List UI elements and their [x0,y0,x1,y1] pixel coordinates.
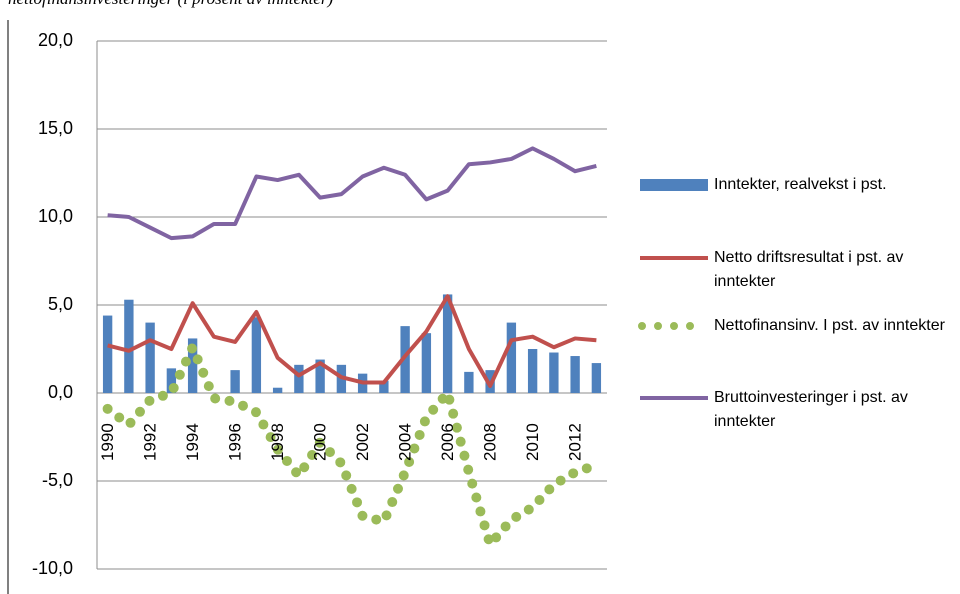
y-tick-label: 10,0 [38,206,73,226]
bar [570,356,580,393]
bar [506,322,517,393]
legend-label: Nettofinansinv. I pst. av inntekter [714,317,945,334]
bar [145,322,155,393]
bar [102,315,113,393]
y-tick-label: -10,0 [32,558,73,578]
bar [294,364,304,393]
bar [251,317,262,393]
bar [315,359,325,393]
line [107,294,597,388]
line [107,146,597,241]
bar [166,368,177,393]
bar [421,333,432,393]
chart-title: nettofinansinvesteringer (i prosent av i… [8,0,333,8]
x-tick-label: 2012 [566,423,585,461]
legend-key [640,179,708,191]
bar [527,349,538,393]
x-tick-label: 1994 [183,423,202,461]
bar [272,387,283,393]
x-tick-label: 1992 [141,423,160,461]
x-tick-label: 1998 [268,423,287,461]
bar [591,363,602,393]
legend-label: Inntekter, realvekst i pst. [714,176,887,193]
bar [379,380,389,393]
x-tick-label: 2002 [353,423,372,461]
x-tick-label: 1996 [226,423,245,461]
bar [124,299,134,393]
x-tick-label: 2004 [396,423,415,461]
y-tick-label: 15,0 [38,118,73,138]
x-tick-label: 1990 [98,423,117,461]
bar [187,338,198,393]
bar [230,370,240,393]
y-tick-label: 0,0 [48,382,73,402]
bar [400,326,410,393]
x-tick-label: 2000 [311,423,330,461]
bar [464,371,474,393]
y-tick-label: 20,0 [38,30,73,50]
x-tick-label: 2008 [481,423,500,461]
legend-label: Bruttoinvesteringer i pst. av inntekter [714,389,908,430]
bar [549,352,559,393]
bar [442,294,453,393]
legend-label: Netto driftsresultat i pst. av inntekter [714,249,904,290]
x-tick-label: 2006 [438,423,457,461]
y-tick-label: 5,0 [48,294,73,314]
y-tick-label: -5,0 [42,470,73,490]
x-tick-label: 2010 [523,423,542,461]
line [102,342,602,550]
